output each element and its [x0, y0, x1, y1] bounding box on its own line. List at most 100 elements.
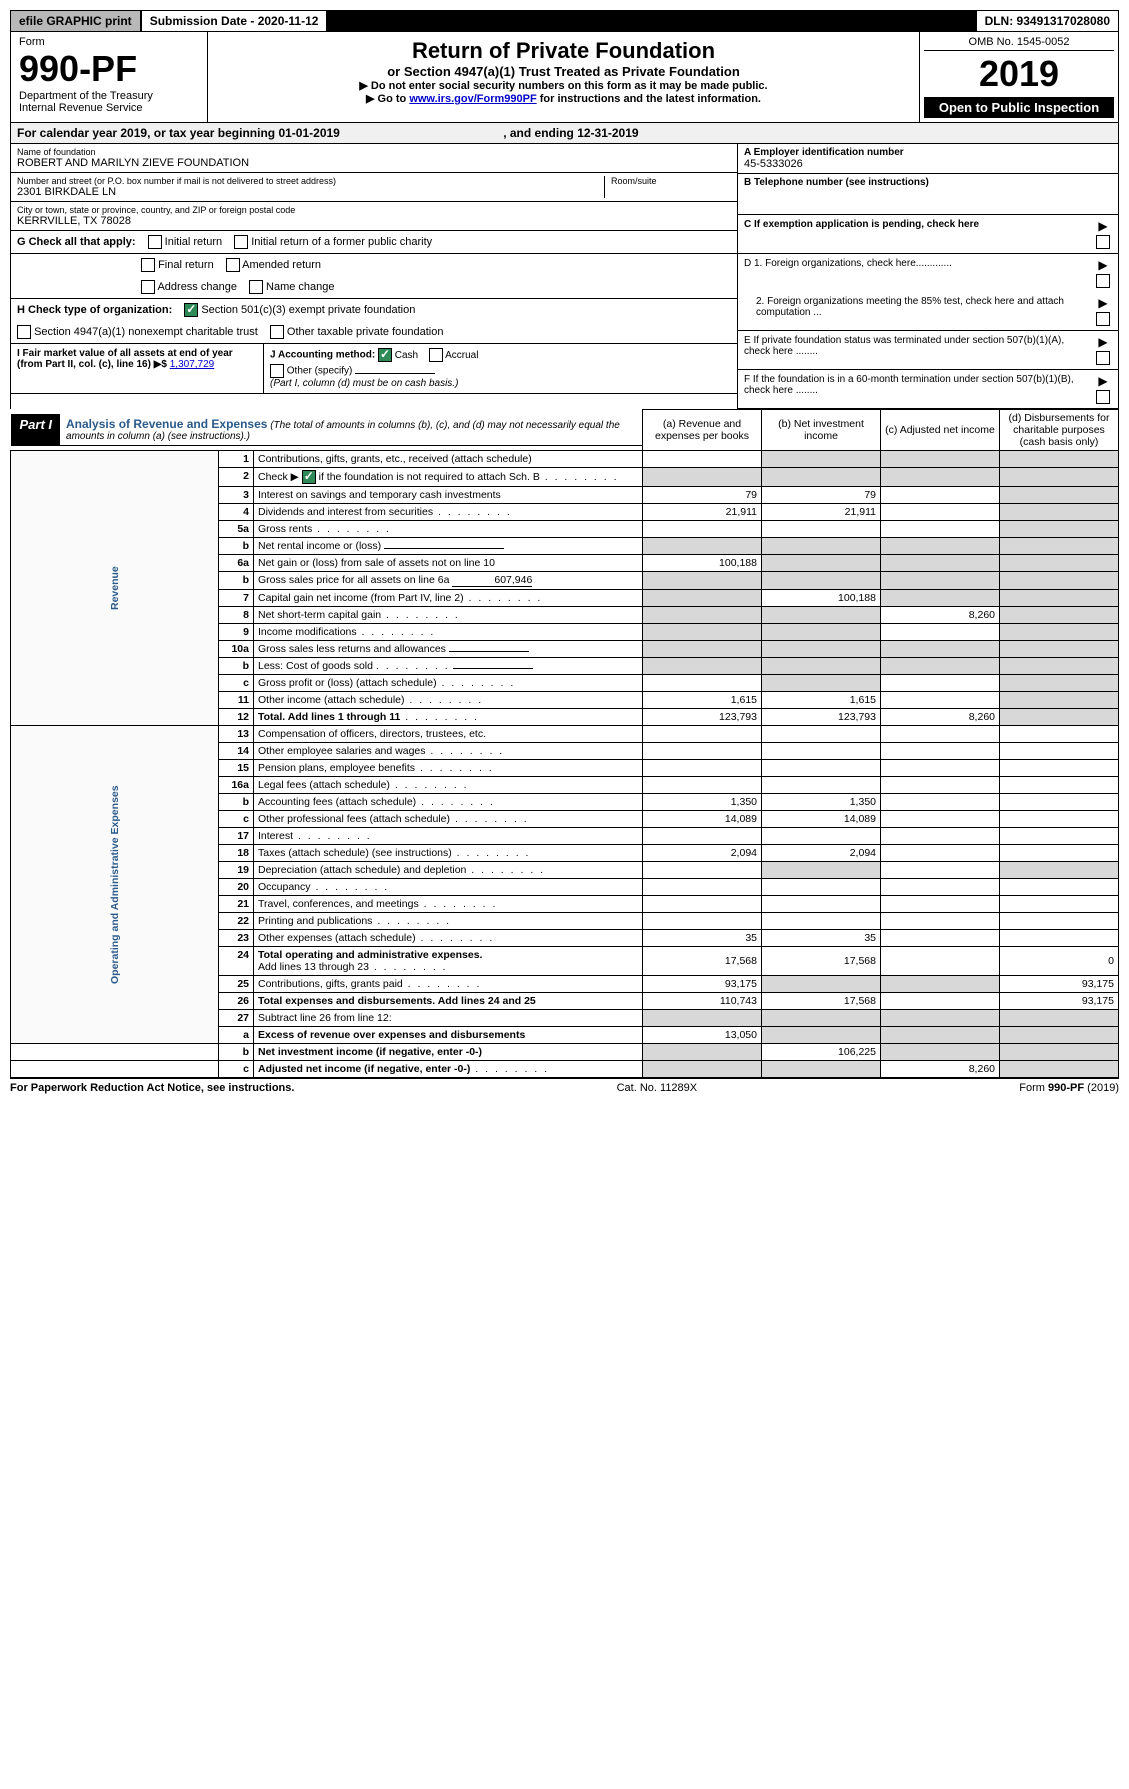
initial-return-checkbox[interactable]: [148, 235, 162, 249]
line-25: Contributions, gifts, grants paid: [258, 978, 403, 990]
f-label: F If the foundation is in a 60-month ter…: [744, 374, 1074, 396]
ein-value: 45-5333026: [744, 158, 1112, 170]
submission-date: Submission Date - 2020-11-12: [142, 11, 327, 31]
line-26: Total expenses and disbursements. Add li…: [254, 993, 643, 1010]
other-specify-checkbox[interactable]: [270, 364, 284, 378]
part-1-title: Analysis of Revenue and Expenses: [66, 417, 267, 431]
line-16c: Other professional fees (attach schedule…: [258, 813, 450, 825]
form-note-2: ▶ Go to www.irs.gov/Form990PF for instru…: [214, 92, 913, 105]
line-1: Contributions, gifts, grants, etc., rece…: [254, 451, 643, 468]
line-10b: Less: Cost of goods sold: [258, 660, 373, 672]
val-4a: 21,911: [643, 504, 762, 521]
val-7b: 100,188: [762, 590, 881, 607]
sch-b-checkbox[interactable]: [302, 470, 316, 484]
val-6a: 100,188: [643, 555, 762, 572]
final-return-checkbox[interactable]: [141, 258, 155, 272]
accrual-checkbox[interactable]: [429, 348, 443, 362]
val-16cb: 14,089: [762, 811, 881, 828]
foundation-address: 2301 BIRKDALE LN: [17, 186, 604, 198]
footer-right: Form 990-PF (2019): [1019, 1082, 1119, 1094]
val-6b: 607,946: [452, 574, 532, 587]
line-19: Depreciation (attach schedule) and deple…: [258, 864, 466, 876]
val-25a: 93,175: [643, 976, 762, 993]
4947-checkbox[interactable]: [17, 325, 31, 339]
foundation-city: KERRVILLE, TX 78028: [17, 215, 731, 227]
val-16ba: 1,350: [643, 794, 762, 811]
line-2-pre: Check ▶: [258, 471, 299, 483]
val-24b: 17,568: [762, 947, 881, 976]
line-3: Interest on savings and temporary cash i…: [254, 487, 643, 504]
line-22: Printing and publications: [258, 915, 372, 927]
name-change-checkbox[interactable]: [249, 280, 263, 294]
amended-return-checkbox[interactable]: [226, 258, 240, 272]
501c3-label: Section 501(c)(3) exempt private foundat…: [201, 304, 415, 316]
omb-number: OMB No. 1545-0052: [924, 36, 1114, 51]
fmv-value[interactable]: 1,307,729: [170, 359, 215, 370]
final-return-label: Final return: [158, 259, 214, 271]
line-24b: Add lines 13 through 23: [258, 961, 369, 973]
line-12: Total. Add lines 1 through 11: [258, 711, 400, 723]
line-21: Travel, conferences, and meetings: [258, 898, 419, 910]
other-taxable-checkbox[interactable]: [270, 325, 284, 339]
phone-label: B Telephone number (see instructions): [744, 177, 1112, 188]
e-checkbox[interactable]: [1096, 351, 1110, 365]
val-4b: 21,911: [762, 504, 881, 521]
footer-mid: Cat. No. 11289X: [617, 1082, 698, 1094]
line-16a: Legal fees (attach schedule): [258, 779, 390, 791]
val-26d: 93,175: [1000, 993, 1119, 1010]
entity-info: Name of foundation ROBERT AND MARILYN ZI…: [10, 144, 1119, 409]
val-23b: 35: [762, 930, 881, 947]
val-27c: 8,260: [881, 1061, 1000, 1078]
line-27b: Net investment income (if negative, ente…: [254, 1044, 643, 1061]
line-20: Occupancy: [258, 881, 311, 893]
address-change-label: Address change: [157, 281, 237, 293]
part-1-header: Part I: [12, 414, 61, 445]
line-13: Compensation of officers, directors, tru…: [254, 726, 643, 743]
top-bar: efile GRAPHIC print Submission Date - 20…: [10, 10, 1119, 32]
irs-label: Internal Revenue Service: [19, 102, 199, 114]
j-note: (Part I, column (d) must be on cash basi…: [270, 378, 731, 389]
form-title: Return of Private Foundation: [214, 38, 913, 64]
line-27a: Excess of revenue over expenses and disb…: [254, 1027, 643, 1044]
city-label: City or town, state or province, country…: [17, 205, 731, 215]
line-18: Taxes (attach schedule) (see instruction…: [258, 847, 452, 859]
line-16b: Accounting fees (attach schedule): [258, 796, 416, 808]
g-check-row: G Check all that apply: Initial return I…: [11, 231, 737, 254]
other-specify-label: Other (specify): [287, 366, 353, 377]
initial-former-checkbox[interactable]: [234, 235, 248, 249]
val-27a: 13,050: [643, 1027, 762, 1044]
line-27: Subtract line 26 from line 12:: [254, 1010, 643, 1027]
d1-checkbox[interactable]: [1096, 274, 1110, 288]
c-label: C If exemption application is pending, c…: [744, 219, 979, 230]
g-check-row-2: Final return Amended return: [11, 254, 737, 276]
e-label: E If private foundation status was termi…: [744, 335, 1064, 357]
arrow-icon: ▶: [1098, 335, 1107, 349]
line-2-post: if the foundation is not required to att…: [319, 471, 540, 483]
name-change-label: Name change: [266, 281, 335, 293]
cal-end: 12-31-2019: [577, 126, 638, 140]
form-note-1: ▶ Do not enter social security numbers o…: [214, 79, 913, 92]
501c3-checkbox[interactable]: [184, 303, 198, 317]
val-18b: 2,094: [762, 845, 881, 862]
cal-mid: , and ending: [503, 126, 577, 140]
cash-checkbox[interactable]: [378, 348, 392, 362]
form-number: 990-PF: [19, 48, 199, 90]
address-change-checkbox[interactable]: [141, 280, 155, 294]
cash-label: Cash: [395, 350, 418, 361]
val-24d: 0: [1000, 947, 1119, 976]
col-d-header: (d) Disbursements for charitable purpose…: [1000, 410, 1119, 451]
efile-print-button[interactable]: efile GRAPHIC print: [11, 11, 140, 31]
c-checkbox[interactable]: [1096, 235, 1110, 249]
h-label: H Check type of organization:: [17, 304, 172, 316]
d2-checkbox[interactable]: [1096, 312, 1110, 326]
form-subtitle: or Section 4947(a)(1) Trust Treated as P…: [214, 64, 913, 79]
note2-post: for instructions and the latest informat…: [537, 93, 761, 105]
foundation-name: ROBERT AND MARILYN ZIEVE FOUNDATION: [17, 157, 731, 169]
4947-label: Section 4947(a)(1) nonexempt charitable …: [34, 326, 258, 338]
addr-label: Number and street (or P.O. box number if…: [17, 176, 604, 186]
irs-link[interactable]: www.irs.gov/Form990PF: [409, 93, 536, 105]
val-18a: 2,094: [643, 845, 762, 862]
val-23a: 35: [643, 930, 762, 947]
f-checkbox[interactable]: [1096, 390, 1110, 404]
footer-left: For Paperwork Reduction Act Notice, see …: [10, 1082, 294, 1094]
